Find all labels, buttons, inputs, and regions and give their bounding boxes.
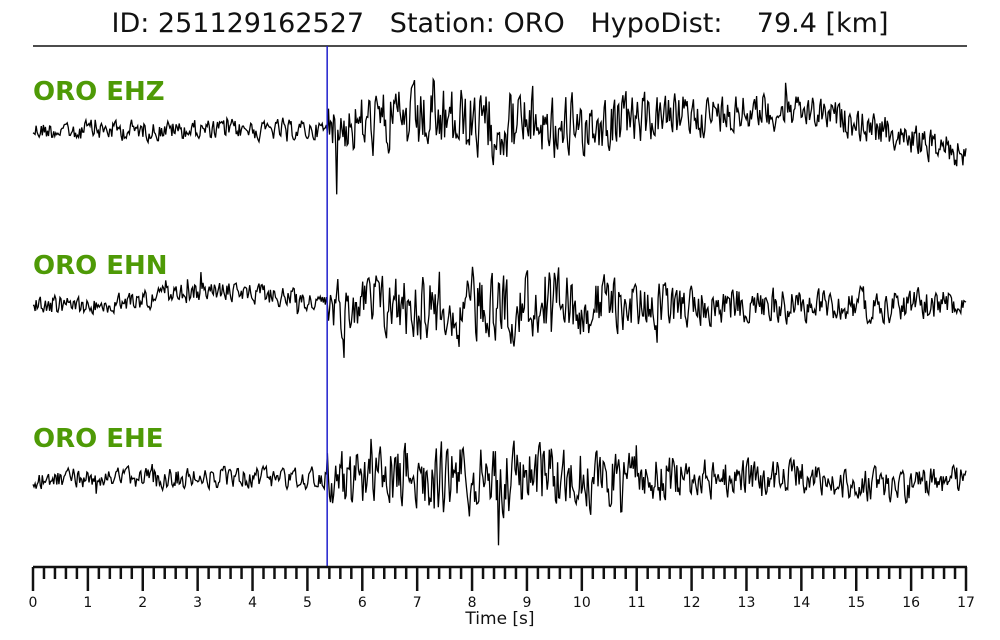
x-tick-label: 4 — [248, 595, 257, 611]
x-tick-label: 12 — [683, 595, 701, 611]
x-tick-label: 0 — [29, 595, 38, 611]
chart-title: ID: 251129162527 Station: ORO HypoDist: … — [111, 8, 889, 39]
x-tick-label: 2 — [138, 595, 147, 611]
x-tick-label: 9 — [522, 595, 531, 611]
x-tick-label: 7 — [413, 595, 422, 611]
x-axis-label: Time [s] — [464, 609, 534, 629]
x-tick-label: 8 — [468, 595, 477, 611]
x-tick-label: 5 — [303, 595, 312, 611]
x-tick-label: 13 — [738, 595, 756, 611]
x-tick-label: 3 — [193, 595, 202, 611]
x-tick-label: 17 — [957, 595, 975, 611]
channel-label: ORO EHE — [33, 424, 164, 454]
x-tick-label: 14 — [792, 595, 810, 611]
trace-oro-ehz — [32, 77, 967, 195]
x-tick-label: 6 — [358, 595, 367, 611]
x-tick-label: 11 — [628, 595, 646, 611]
x-tick-label: 16 — [902, 595, 920, 611]
trace-oro-ehe — [32, 438, 967, 546]
trace-oro-ehn — [32, 266, 967, 358]
x-tick-label: 10 — [573, 595, 591, 611]
x-tick-label: 15 — [847, 595, 865, 611]
channel-label: ORO EHN — [33, 251, 168, 281]
x-tick-label: 1 — [83, 595, 92, 611]
channel-label: ORO EHZ — [33, 77, 165, 107]
